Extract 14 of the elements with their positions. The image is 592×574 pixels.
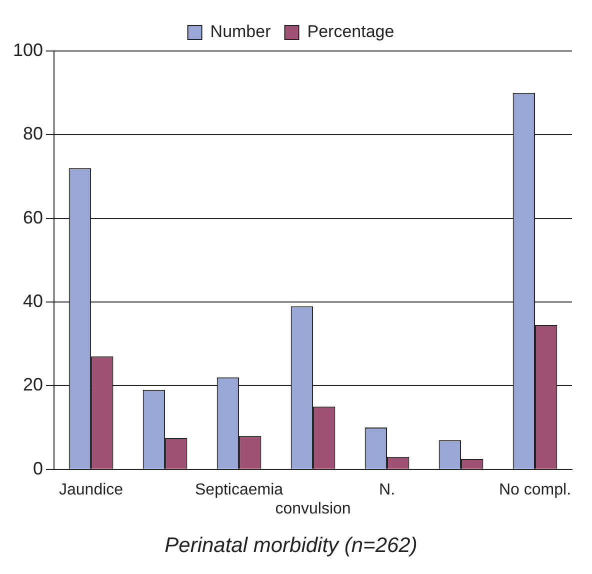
y-tick-label: 100 bbox=[12, 40, 44, 60]
y-tick-label: 0 bbox=[33, 458, 44, 478]
x-tick-label: N. bbox=[379, 481, 396, 498]
y-tick-label: 20 bbox=[23, 374, 44, 395]
legend-label: Number bbox=[210, 22, 272, 42]
x-tick-label: No compl. bbox=[498, 481, 572, 498]
text: Perinatal morbidity (n=262) bbox=[164, 534, 418, 558]
y-tick-label: 60 bbox=[23, 207, 44, 228]
x-tick-label: Septicaemia bbox=[194, 481, 284, 498]
x-tick-label: convulsion bbox=[275, 500, 351, 518]
y-tick-label: 80 bbox=[23, 124, 44, 144]
legend-label: Percentage bbox=[307, 22, 394, 42]
x-tick-label: Jaundice bbox=[59, 481, 124, 498]
y-tick-label: 40 bbox=[23, 291, 44, 312]
